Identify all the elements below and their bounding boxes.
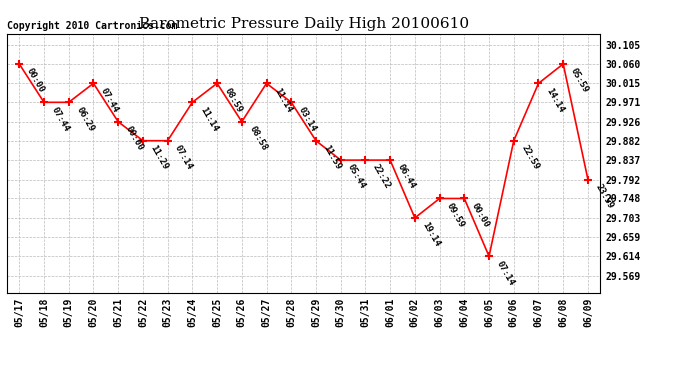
Text: 05:44: 05:44 bbox=[346, 163, 368, 190]
Text: 03:14: 03:14 bbox=[297, 105, 318, 133]
Text: 08:58: 08:58 bbox=[247, 124, 268, 152]
Text: 22:59: 22:59 bbox=[520, 144, 540, 171]
Text: 07:14: 07:14 bbox=[173, 144, 195, 171]
Text: 07:44: 07:44 bbox=[50, 105, 71, 133]
Text: 22:22: 22:22 bbox=[371, 163, 392, 190]
Text: 11:14: 11:14 bbox=[272, 86, 293, 114]
Text: 07:44: 07:44 bbox=[99, 86, 120, 114]
Text: 06:44: 06:44 bbox=[395, 163, 417, 190]
Text: 09:59: 09:59 bbox=[445, 201, 466, 229]
Text: 11:59: 11:59 bbox=[322, 144, 343, 171]
Text: 00:00: 00:00 bbox=[470, 201, 491, 229]
Text: 11:14: 11:14 bbox=[198, 105, 219, 133]
Text: 00:00: 00:00 bbox=[25, 67, 46, 94]
Text: 14:14: 14:14 bbox=[544, 86, 565, 114]
Text: 11:29: 11:29 bbox=[148, 144, 170, 171]
Text: 23:59: 23:59 bbox=[593, 182, 615, 210]
Text: 00:00: 00:00 bbox=[124, 124, 145, 152]
Text: 08:59: 08:59 bbox=[223, 86, 244, 114]
Text: 07:14: 07:14 bbox=[495, 259, 516, 287]
Text: Copyright 2010 Cartronics.com: Copyright 2010 Cartronics.com bbox=[7, 21, 177, 31]
Text: 19:14: 19:14 bbox=[420, 220, 442, 249]
Text: 05:59: 05:59 bbox=[569, 67, 590, 94]
Text: 06:29: 06:29 bbox=[75, 105, 95, 133]
Title: Barometric Pressure Daily High 20100610: Barometric Pressure Daily High 20100610 bbox=[139, 17, 469, 31]
